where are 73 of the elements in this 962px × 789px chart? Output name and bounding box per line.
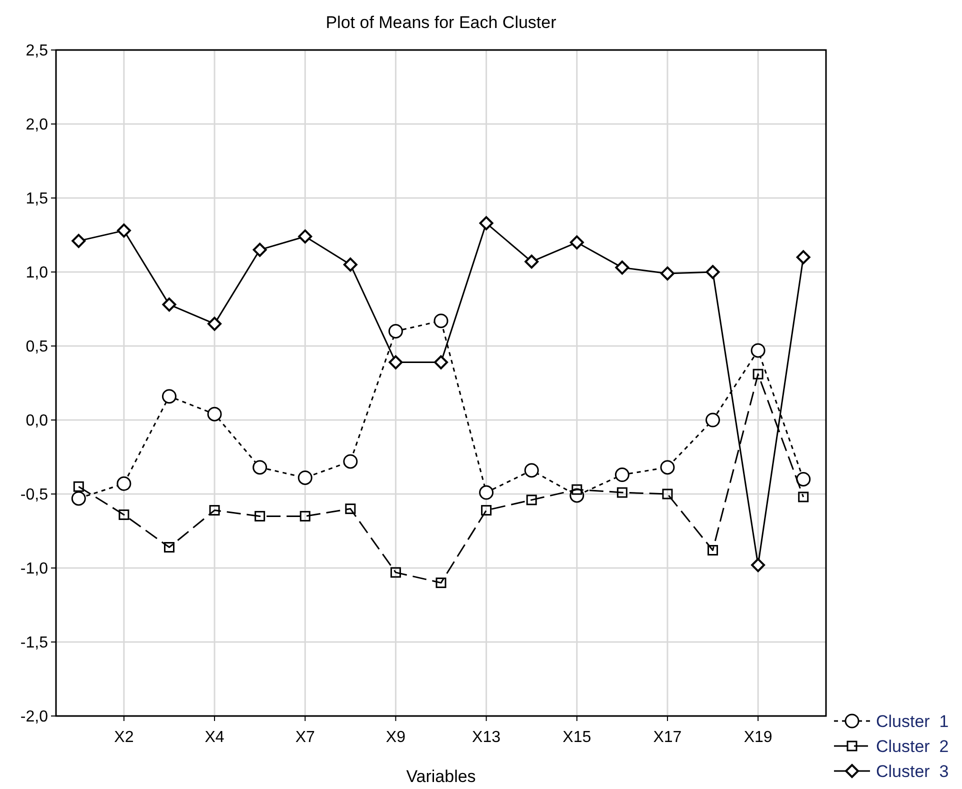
point [796,472,811,486]
point [298,229,312,244]
x-tick-label: X4 [204,729,224,746]
point [254,510,266,522]
point [207,406,222,422]
x-tick-label: X9 [386,729,406,746]
y-tick-label: -1,5 [20,634,48,652]
point [708,544,718,556]
point [750,343,766,358]
point [164,542,174,553]
chart-title: Plot of Means for Each Cluster [326,13,557,32]
point [479,485,494,500]
point [73,481,84,492]
point [252,460,268,475]
point [436,578,446,588]
legend-label: Cluster 2 [876,736,949,756]
point [660,460,675,475]
point [524,463,539,478]
point [660,266,674,280]
point [751,558,766,572]
point [616,487,628,498]
point [572,484,582,495]
point [345,504,356,514]
x-tick-label: X17 [653,729,682,746]
x-axis-title: Variables [406,767,476,786]
point [208,316,222,331]
x-tick-label: X15 [562,729,592,746]
point [343,454,358,469]
point [615,260,630,275]
point [434,314,448,328]
point [118,509,130,520]
point [252,242,267,257]
point [796,250,810,264]
x-tick-label: X7 [295,729,315,746]
point [72,234,86,248]
point [388,324,403,338]
point [570,235,584,250]
point [614,468,630,482]
y-tick-label: 0,5 [26,338,48,356]
point [798,492,809,502]
point [526,494,537,506]
legend-label: Cluster 1 [876,712,949,731]
legend-label: Cluster 3 [876,762,949,781]
point [390,567,401,578]
point [706,412,720,428]
y-tick-label: -0,5 [20,486,48,504]
x-tick-label: X2 [114,729,134,746]
y-tick-label: 1,5 [26,190,48,208]
x-tick-label: X19 [744,729,772,746]
point [388,355,403,370]
point [116,224,131,238]
y-tick-label: 1,0 [26,264,48,282]
y-tick-label: -1,0 [20,560,48,578]
point [300,510,310,522]
point [71,491,86,506]
point [479,216,494,230]
y-tick-label: 0,0 [26,412,48,430]
point [343,258,358,272]
point [434,355,448,370]
x-tick-label: X13 [472,729,501,746]
point [662,488,673,500]
point [162,389,176,404]
point [706,265,720,279]
point [209,505,220,516]
point [481,505,492,516]
point [298,470,312,485]
point [162,298,176,312]
y-tick-label: 2,0 [26,116,48,134]
point [116,476,132,491]
y-tick-label: 2,5 [26,42,48,60]
point [524,254,539,269]
y-tick-label: -2,0 [20,708,48,726]
point [752,368,764,380]
